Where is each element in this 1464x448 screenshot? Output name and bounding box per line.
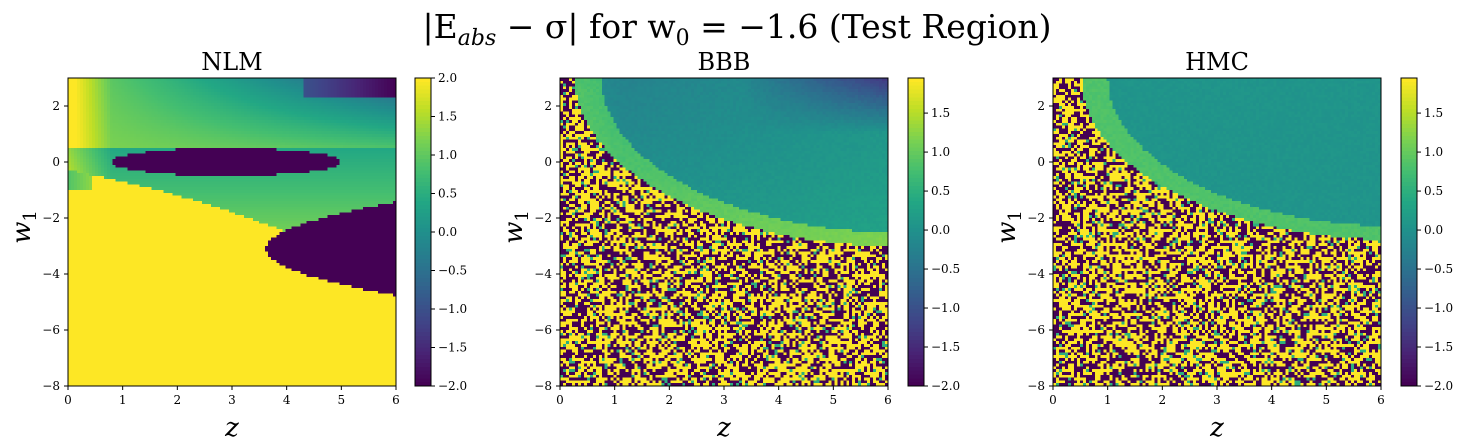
figure-title: |Eabs − σ| for w0 = −1.6 (Test Region) [423,7,1052,51]
panels: 0 1 2 3 4 5 620−2−4−6−8NLMzw12.01.51.00.50.0−0… [7,48,1453,443]
figure-title-prefix: |E [423,7,458,46]
figure-title-sub: abs [458,26,497,51]
figure-title-suffix: = −1.6 (Test Region) [690,7,1052,46]
heatmap-panel: 0 1 2 3 4 5 620−2−4−6−8NLMzw12.01.51.00.50.0−0… [7,48,467,443]
figure-title-sub2: 0 [676,26,690,51]
heatmap-cells [68,78,397,387]
figure-title-mid: − σ| for w [496,7,675,46]
